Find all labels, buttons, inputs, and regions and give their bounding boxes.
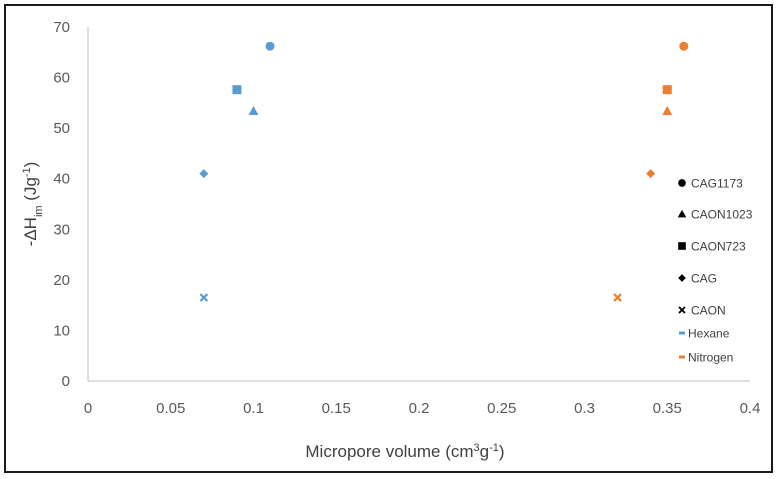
legend-label: Hexane (688, 327, 730, 341)
legend-label: CAON723 (691, 240, 746, 254)
data-point-hexane-caon723 (232, 85, 242, 95)
legend-item-hexane: Hexane (679, 327, 730, 341)
legend-label: Nitrogen (688, 351, 733, 365)
legend-label: CAON1023 (691, 208, 753, 222)
y-tick-label: 60 (53, 70, 70, 87)
x-tick-labels: 0 0.05 0.1 0.15 0.2 0.25 0.3 0.35 0.4 (84, 400, 761, 417)
data-points (199, 41, 689, 302)
y-tick-label: 40 (53, 171, 70, 188)
y-axis-title: -ΔHim (Jg-1) (21, 162, 45, 247)
legend-label: CAG1173 (691, 177, 743, 191)
axes (87, 27, 750, 382)
data-point-hexane-caon (199, 293, 209, 302)
legend-item-cag: CAG (678, 272, 717, 286)
y-tick-label: 10 (53, 322, 70, 339)
data-point-nitrogen-caon723 (662, 85, 672, 95)
data-point-nitrogen-cag1173 (679, 41, 689, 51)
triangle-marker-icon (677, 209, 687, 218)
legend-label: CAG (691, 272, 717, 286)
dash-marker-icon (679, 331, 685, 335)
legend-item-caon: CAON (678, 304, 726, 318)
legend-item-nitrogen: Nitrogen (679, 351, 733, 365)
x-tick-label: 0.05 (156, 400, 185, 417)
legend-item-cag1173: CAG1173 (678, 177, 743, 191)
y-tick-label: 70 (53, 19, 70, 36)
data-point-nitrogen-caon (613, 293, 622, 302)
diamond-marker-icon (678, 274, 686, 282)
circle-marker-icon (678, 179, 686, 187)
y-tick-label: 30 (53, 221, 70, 238)
x-tick-label: 0.4 (740, 400, 761, 417)
data-point-hexane-caon1023 (248, 105, 259, 115)
data-point-nitrogen-caon1023 (662, 105, 673, 115)
x-tick-label: 0 (84, 400, 92, 417)
legend: CAG1173 CAON1023 CAON723 CAG CAON Hexane Nitro… (677, 177, 753, 365)
legend-label: CAON (691, 304, 726, 318)
x-tick-label: 0.2 (409, 400, 430, 417)
chart-frame (4, 4, 773, 473)
x-tick-label: 0.35 (653, 400, 682, 417)
data-point-nitrogen-cag (646, 169, 656, 179)
legend-item-caon1023: CAON1023 (677, 208, 753, 222)
x-axis-title: Micropore volume (cm3g-1) (305, 442, 504, 461)
y-tick-labels: 0 10 20 30 40 50 60 70 (53, 19, 70, 390)
y-tick-label: 20 (53, 272, 70, 289)
y-tick-label: 0 (62, 373, 70, 390)
x-tick-label: 0.3 (574, 400, 595, 417)
x-marker-icon (678, 306, 686, 314)
x-tick-label: 0.15 (322, 400, 351, 417)
data-point-hexane-cag1173 (265, 41, 275, 51)
x-tick-label: 0.1 (243, 400, 264, 417)
dash-marker-icon (679, 355, 685, 359)
data-point-hexane-cag (199, 169, 209, 179)
square-marker-icon (678, 242, 686, 250)
legend-item-caon723: CAON723 (678, 240, 746, 254)
y-tick-label: 50 (53, 120, 70, 137)
x-tick-label: 0.25 (487, 400, 516, 417)
